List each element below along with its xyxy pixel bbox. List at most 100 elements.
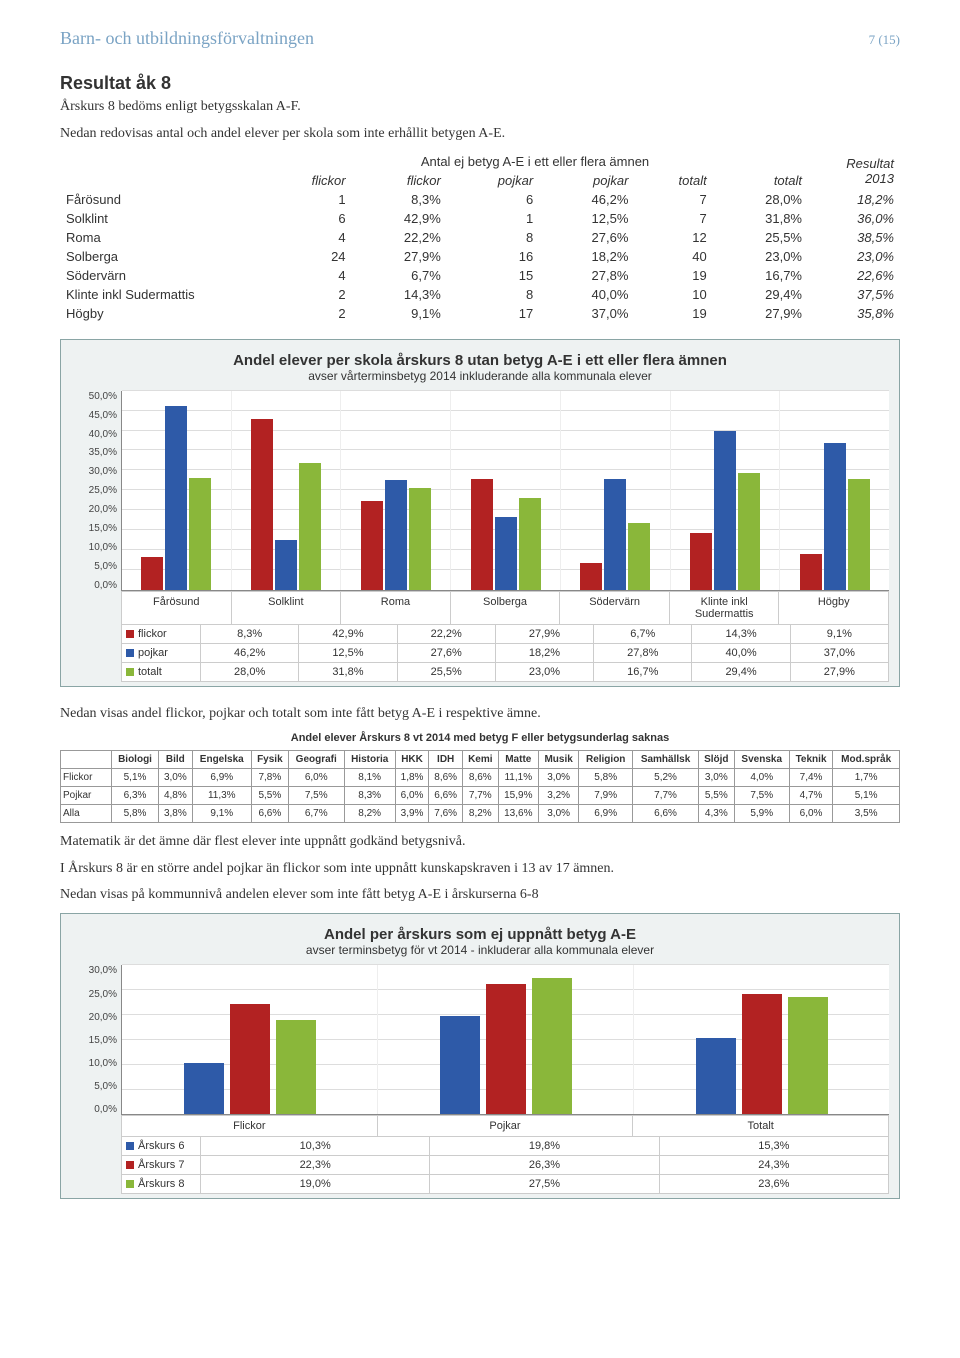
body-line-1: Årskurs 8 bedöms enligt betygsskalan A-F… (60, 98, 900, 117)
bar (738, 473, 760, 590)
legend-row: Årskurs 722,3%26,3%24,3% (122, 1156, 889, 1175)
legend-value: 16,7% (594, 662, 692, 681)
cell: 6,6% (429, 786, 463, 804)
subject-col: Engelska (192, 750, 251, 768)
bar-group (232, 391, 342, 590)
table1-supertitle: Antal ej betyg A-E i ett eller flera ämn… (262, 152, 808, 171)
row-name: Högby (60, 304, 262, 323)
bar (276, 1020, 316, 1114)
ytick: 25,0% (71, 485, 117, 496)
cell: 19 (634, 266, 712, 285)
table-row: Alla5,8%3,8%9,1%6,6%6,7%8,2%3,9%7,6%8,2%… (61, 804, 900, 822)
ytick: 50,0% (71, 391, 117, 402)
cell: 7,4% (789, 768, 832, 786)
legend-value: 19,0% (201, 1175, 430, 1194)
cell: 12 (634, 228, 712, 247)
bar (800, 554, 822, 590)
chart1-categories: FårösundSolklintRomaSolbergaSödervärnKli… (121, 591, 889, 624)
cell: 6,9% (579, 804, 633, 822)
subject-col: Musik (538, 750, 578, 768)
chart2-categories: FlickorPojkarTotalt (121, 1115, 889, 1136)
after-subj-2: I Årskurs 8 är en större andel pojkar än… (60, 860, 900, 879)
cell: 28,0% (713, 190, 808, 209)
cell: 17 (447, 304, 539, 323)
legend-label: flickor (138, 628, 167, 640)
cell: 6,6% (251, 804, 288, 822)
cell: 4,7% (789, 786, 832, 804)
bar (471, 479, 493, 590)
cell: 5,8% (112, 804, 159, 822)
subject-col: Geografi (288, 750, 344, 768)
legend-value: 26,3% (430, 1156, 659, 1175)
ytick: 25,0% (71, 989, 117, 1000)
chart2-title: Andel per årskurs som ej uppnått betyg A… (71, 926, 889, 943)
legend-swatch (126, 668, 134, 676)
col-pojkar-pct: pojkar (539, 171, 634, 190)
table-row: Högby29,1%1737,0%1927,9%35,8% (60, 304, 900, 323)
row-name: Pojkar (61, 786, 112, 804)
table1-res-label: Resultat 2013 (808, 152, 900, 190)
category-label: Högby (779, 591, 889, 624)
col-totalt-pct: totalt (713, 171, 808, 190)
cell: 6,0% (789, 804, 832, 822)
bar-group (122, 965, 378, 1114)
subject-col: Teknik (789, 750, 832, 768)
cell: 8 (447, 285, 539, 304)
legend-value: 40,0% (692, 643, 790, 662)
legend-value: 24,3% (659, 1156, 888, 1175)
subject-col: Slöjd (699, 750, 735, 768)
bar-group (780, 391, 889, 590)
chart2-yaxis: 0,0%5,0%10,0%15,0%20,0%25,0%30,0% (71, 965, 121, 1115)
cell: 8,2% (462, 804, 498, 822)
bar-group (378, 965, 634, 1114)
page-header: Barn- och utbildningsförvaltningen 7 (15… (60, 28, 900, 49)
bar (848, 479, 870, 590)
cell: 8,6% (429, 768, 463, 786)
cell: 15,9% (498, 786, 538, 804)
cell: 29,4% (713, 285, 808, 304)
cell: 16 (447, 247, 539, 266)
legend-row: flickor8,3%42,9%22,2%27,9%6,7%14,3%9,1% (122, 624, 889, 643)
bar (696, 1038, 736, 1114)
ytick: 30,0% (71, 466, 117, 477)
cell: 8,2% (344, 804, 395, 822)
row-name: Fårösund (60, 190, 262, 209)
cell: 7,9% (579, 786, 633, 804)
row-name: Solklint (60, 209, 262, 228)
result-2013: 37,5% (808, 285, 900, 304)
legend-value: 27,5% (430, 1175, 659, 1194)
cell: 3,8% (159, 804, 193, 822)
table-row: Solberga2427,9%1618,2%4023,0%23,0% (60, 247, 900, 266)
category-label: Fårösund (121, 591, 232, 624)
legend-value: 22,2% (397, 624, 495, 643)
mid-text: Nedan visas andel flickor, pojkar och to… (60, 705, 900, 724)
cell: 7,5% (734, 786, 789, 804)
table-row: Klinte inkl Sudermattis214,3%840,0%1029,… (60, 285, 900, 304)
chart2-sub: avser terminsbetyg för vt 2014 - inklude… (71, 943, 889, 957)
category-label: Pojkar (378, 1115, 634, 1136)
cell: 14,3% (352, 285, 447, 304)
bar-group (341, 391, 451, 590)
cell: 7,7% (462, 786, 498, 804)
subject-col: Svenska (734, 750, 789, 768)
legend-value: 8,3% (201, 624, 299, 643)
bar (824, 443, 846, 590)
cell: 12,5% (539, 209, 634, 228)
cell: 6 (447, 190, 539, 209)
legend-label: Årskurs 7 (138, 1159, 184, 1171)
cell: 2 (262, 285, 352, 304)
cell: 4,3% (699, 804, 735, 822)
col-pojkar-n: pojkar (447, 171, 539, 190)
table-row: Pojkar6,3%4,8%11,3%5,5%7,5%8,3%6,0%6,6%7… (61, 786, 900, 804)
legend-value: 6,7% (594, 624, 692, 643)
cell: 9,1% (192, 804, 251, 822)
bar (628, 523, 650, 589)
cell: 46,2% (539, 190, 634, 209)
subjects-title: Andel elever Årskurs 8 vt 2014 med betyg… (60, 732, 900, 744)
bar-group (634, 965, 889, 1114)
legend-value: 12,5% (299, 643, 397, 662)
cell: 42,9% (352, 209, 447, 228)
bar (299, 463, 321, 590)
table-row: Södervärn46,7%1527,8%1916,7%22,6% (60, 266, 900, 285)
bar-group (671, 391, 781, 590)
